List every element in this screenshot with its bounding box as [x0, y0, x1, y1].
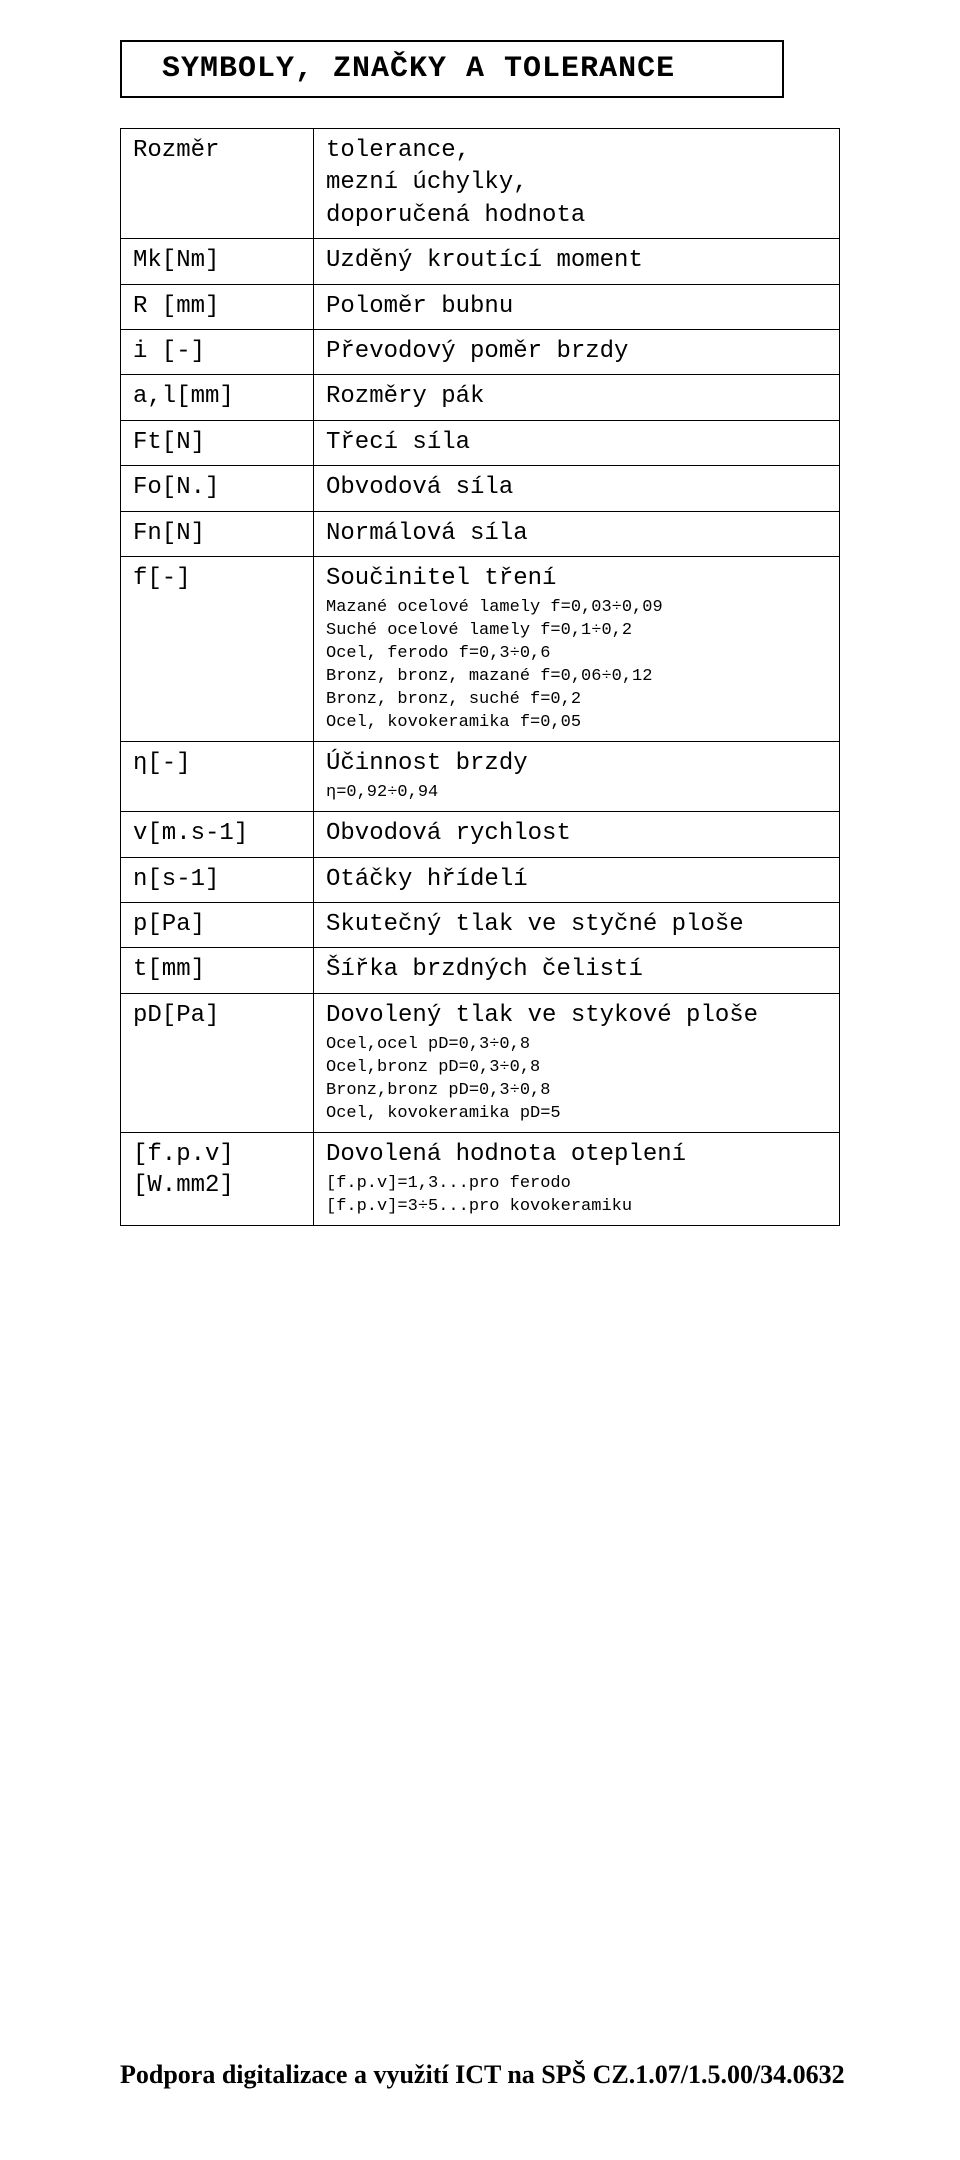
table-row: v[m.s-1] Obvodová rychlost	[121, 812, 840, 857]
description-cell: Uzděný kroutící moment	[314, 239, 840, 284]
table-row: t[mm] Šířka brzdných čelistí	[121, 948, 840, 993]
description-cell: Normálová síla	[314, 511, 840, 556]
description-cell: tolerance,mezní úchylky,doporučená hodno…	[314, 129, 840, 239]
description-cell: Obvodová rychlost	[314, 812, 840, 857]
table-row: Mk[Nm] Uzděný kroutící moment	[121, 239, 840, 284]
symbol-cell: Fn[N]	[121, 511, 314, 556]
symbol-cell: pD[Pa]	[121, 993, 314, 1132]
table-row: a,l[mm] Rozměry pák	[121, 375, 840, 420]
table-row: Rozměrtolerance,mezní úchylky,doporučená…	[121, 129, 840, 239]
description-main: Normálová síla	[326, 518, 829, 550]
table-row: p[Pa] Skutečný tlak ve styčné ploše	[121, 903, 840, 948]
description-cell: Dovolená hodnota oteplení[f.p.v]=1,3...p…	[314, 1132, 840, 1225]
table-row: R [mm] Poloměr bubnu	[121, 284, 840, 329]
description-cell: Převodový poměr brzdy	[314, 329, 840, 374]
description-main: Otáčky hřídelí	[326, 864, 829, 896]
description-cell: Dovolený tlak ve stykové plošeOcel,ocel …	[314, 993, 840, 1132]
table-row: Fo[N.] Obvodová síla	[121, 466, 840, 511]
symbol-cell: Fo[N.]	[121, 466, 314, 511]
symbols-table: Rozměrtolerance,mezní úchylky,doporučená…	[120, 128, 840, 1226]
description-main: Dovolený tlak ve stykové ploše	[326, 1000, 829, 1032]
description-cell: Třecí síla	[314, 420, 840, 465]
description-sub: Ocel,ocel pD=0,3÷0,8Ocel,bronz pD=0,3÷0,…	[326, 1034, 829, 1126]
symbol-cell: a,l[mm]	[121, 375, 314, 420]
table-row: [f.p.v][W.mm2]Dovolená hodnota oteplení[…	[121, 1132, 840, 1225]
description-cell: Součinitel třeníMazané ocelové lamely f=…	[314, 556, 840, 741]
symbol-cell: f[-]	[121, 556, 314, 741]
description-main: Účinnost brzdy	[326, 748, 829, 780]
description-main: Poloměr bubnu	[326, 291, 829, 323]
symbol-cell: t[mm]	[121, 948, 314, 993]
page-title: SYMBOLY, ZNAČKY A TOLERANCE	[162, 52, 762, 86]
description-cell: Skutečný tlak ve styčné ploše	[314, 903, 840, 948]
description-cell: Obvodová síla	[314, 466, 840, 511]
title-box: SYMBOLY, ZNAČKY A TOLERANCE	[120, 40, 784, 98]
symbol-cell: R [mm]	[121, 284, 314, 329]
description-main: Rozměry pák	[326, 381, 829, 413]
description-main: Součinitel tření	[326, 563, 829, 595]
description-cell: Účinnost brzdyη=0,92÷0,94	[314, 741, 840, 811]
description-cell: Šířka brzdných čelistí	[314, 948, 840, 993]
description-main: Dovolená hodnota oteplení	[326, 1139, 829, 1171]
footer-text: Podpora digitalizace a využití ICT na SP…	[120, 2060, 845, 2090]
description-main: tolerance,mezní úchylky,doporučená hodno…	[326, 135, 829, 232]
symbol-cell: η[-]	[121, 741, 314, 811]
table-row: Ft[N] Třecí síla	[121, 420, 840, 465]
description-cell: Rozměry pák	[314, 375, 840, 420]
description-main: Třecí síla	[326, 427, 829, 459]
description-main: Obvodová síla	[326, 472, 829, 504]
symbol-cell: [f.p.v][W.mm2]	[121, 1132, 314, 1225]
description-cell: Poloměr bubnu	[314, 284, 840, 329]
symbol-cell: n[s-1]	[121, 857, 314, 902]
description-main: Skutečný tlak ve styčné ploše	[326, 909, 829, 941]
table-row: pD[Pa]Dovolený tlak ve stykové plošeOcel…	[121, 993, 840, 1132]
description-sub: Mazané ocelové lamely f=0,03÷0,09Suché o…	[326, 597, 829, 735]
description-main: Převodový poměr brzdy	[326, 336, 829, 368]
symbol-cell: i [-]	[121, 329, 314, 374]
symbol-cell: Rozměr	[121, 129, 314, 239]
description-sub: [f.p.v]=1,3...pro ferodo[f.p.v]=3÷5...pr…	[326, 1173, 829, 1219]
symbol-cell: p[Pa]	[121, 903, 314, 948]
symbol-cell: v[m.s-1]	[121, 812, 314, 857]
description-main: Obvodová rychlost	[326, 818, 829, 850]
table-row: Fn[N] Normálová síla	[121, 511, 840, 556]
table-row: n[s-1] Otáčky hřídelí	[121, 857, 840, 902]
symbol-cell: Mk[Nm]	[121, 239, 314, 284]
description-main: Šířka brzdných čelistí	[326, 954, 829, 986]
table-row: f[-]Součinitel třeníMazané ocelové lamel…	[121, 556, 840, 741]
table-row: i [-] Převodový poměr brzdy	[121, 329, 840, 374]
symbol-cell: Ft[N]	[121, 420, 314, 465]
table-row: η[-]Účinnost brzdyη=0,92÷0,94	[121, 741, 840, 811]
description-cell: Otáčky hřídelí	[314, 857, 840, 902]
description-main: Uzděný kroutící moment	[326, 245, 829, 277]
description-sub: η=0,92÷0,94	[326, 782, 829, 805]
